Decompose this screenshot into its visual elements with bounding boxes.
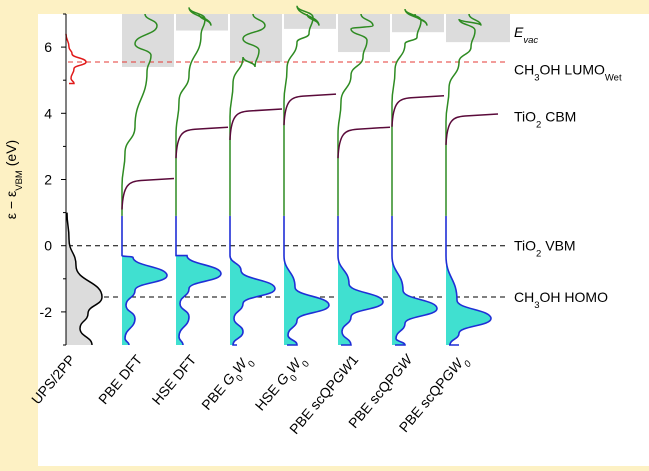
occupied-states-fill <box>230 215 275 345</box>
occupied-states-curve <box>445 215 492 346</box>
level-label-cbm: TiO2 CBM <box>514 109 576 131</box>
method-dos-4 <box>283 5 330 346</box>
occupied-states-fill <box>392 215 437 345</box>
method-dos-3 <box>229 13 276 346</box>
y-axis: -2 0 2 4 6 <box>40 13 67 346</box>
method-dos-5 <box>337 13 384 346</box>
cbm-curves <box>121 93 499 210</box>
cbm-curve <box>229 108 283 141</box>
evac-band <box>176 14 228 31</box>
unoccupied-states-curve <box>391 8 428 216</box>
level-label-lumo: CH3OH LUMOWet <box>514 61 622 83</box>
occupied-states-fill <box>122 215 167 345</box>
level-label-vbm: TiO2 VBM <box>514 238 576 260</box>
unoccupied-states-curve <box>283 5 320 216</box>
level-labels: Evac CH3OH LUMOWet TiO2 CBM TiO2 VBM CH3OH H… <box>514 24 622 310</box>
evac-band <box>338 14 390 53</box>
occupied-states-fill <box>338 215 383 345</box>
occupied-states-curve <box>175 215 222 346</box>
occupied-states-fill <box>446 215 491 345</box>
experiment-homo-curve <box>66 212 103 346</box>
unoccupied-states-curve <box>445 13 482 216</box>
occupied-states-fill <box>284 215 329 345</box>
unoccupied-states-curve <box>229 13 266 216</box>
level-label-evac: Evac <box>514 24 538 46</box>
cbm-curve <box>445 113 499 145</box>
y-tick-label: 0 <box>44 238 52 254</box>
level-label-homo: CH3OH HOMO <box>514 289 608 311</box>
evac-band <box>230 14 282 62</box>
cbm-curve <box>121 177 175 210</box>
unoccupied-states-curve <box>337 13 374 216</box>
y-axis-label: ε − εVBM (eV) <box>3 140 25 219</box>
occupied-states-curve <box>391 215 438 346</box>
experiment-lumo-curve <box>65 33 87 85</box>
evac-bands <box>122 14 510 67</box>
y-tick-label: 6 <box>44 39 52 55</box>
cbm-curve <box>283 93 337 126</box>
cbm-curve <box>391 95 445 127</box>
plot-area <box>38 14 649 466</box>
cbm-curve <box>337 126 391 159</box>
occupied-states-curve <box>121 215 168 346</box>
occupied-states-curve <box>283 215 330 346</box>
occupied-states-curve <box>229 215 276 346</box>
y-tick-label: 2 <box>44 172 52 188</box>
y-tick-label: 4 <box>44 105 52 121</box>
method-dos-6 <box>391 8 438 346</box>
method-dos-7 <box>445 13 492 346</box>
occupied-states-curve <box>337 215 384 346</box>
y-tick-label: -2 <box>40 304 53 320</box>
evac-band-tail <box>498 14 510 43</box>
cbm-curve <box>175 126 229 159</box>
evac-band <box>284 14 336 29</box>
method-dos-1 <box>121 13 168 346</box>
evac-band <box>392 14 444 33</box>
method-dos-2 <box>175 7 222 346</box>
evac-band <box>122 14 174 67</box>
unoccupied-states-curve <box>121 13 158 216</box>
experiment-spectrum <box>65 33 103 346</box>
unoccupied-states-curve <box>175 7 212 216</box>
y-axis-title: ε − εVBM (eV) <box>3 140 25 219</box>
dos-curves <box>121 5 492 346</box>
